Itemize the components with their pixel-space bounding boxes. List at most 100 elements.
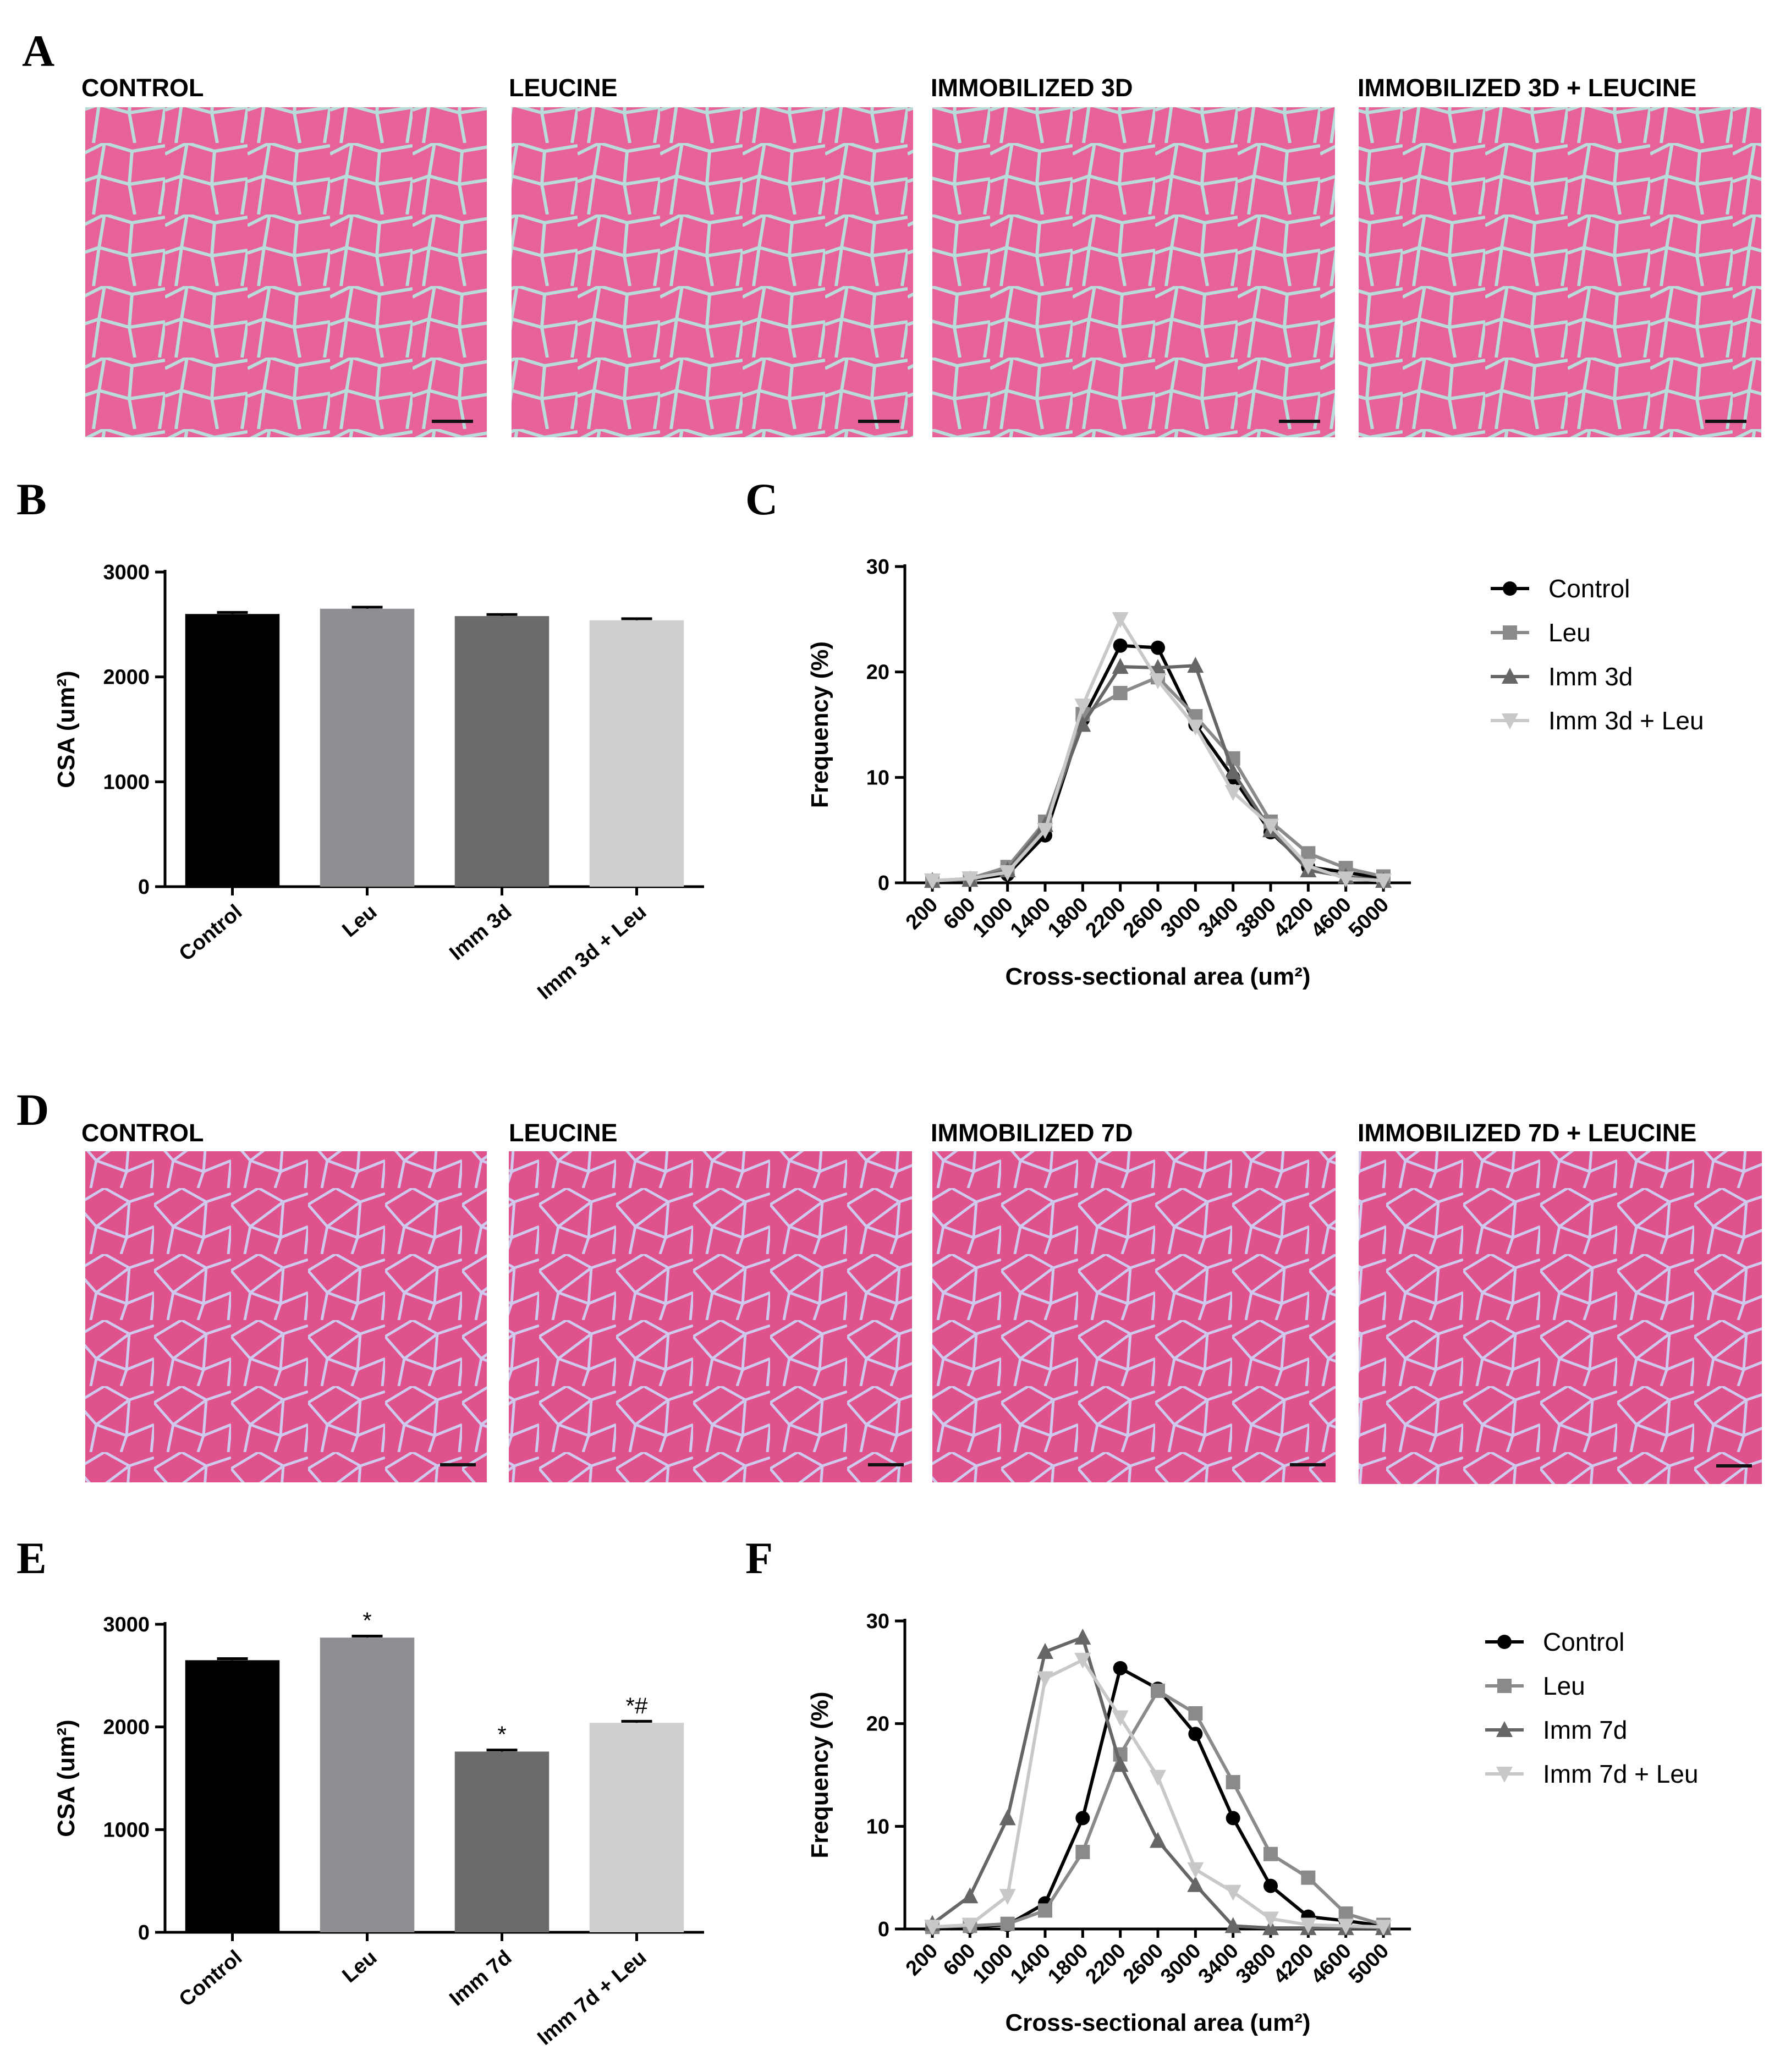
chart-c-point-imm-3d-leu [1375, 873, 1392, 890]
chart-c-x-tick-label: 3400 [1194, 893, 1243, 942]
chart-c-x-tick-label: 1800 [1043, 893, 1092, 942]
chart-e-significance-label: * [497, 1722, 506, 1747]
chart-c-point-imm-3d-leu [1187, 719, 1204, 736]
chart-e-bar [589, 1723, 684, 1932]
chart-f-point-imm-7d-leu [1037, 1671, 1053, 1688]
chart-f-point-imm-7d [1187, 1876, 1204, 1892]
chart-b-bar [185, 614, 280, 887]
chart-f-x-tick-label: 4200 [1269, 1939, 1318, 1988]
chart-c-legend-marker-leu [1503, 625, 1517, 640]
chart-e-y-tick-label: 2000 [103, 1716, 150, 1739]
chart-f-legend-label: Control [1543, 1628, 1624, 1656]
chart-b-y-tick-label: 1000 [103, 771, 150, 794]
chart-c-point-imm-3d [1074, 716, 1091, 732]
chart-c-point-imm-3d [1224, 763, 1241, 779]
micrograph-title-leucine-7d: LEUCINE [509, 1119, 618, 1147]
chart-f-point-imm-7d-leu [924, 1920, 941, 1936]
chart-c-point-imm-3d-leu [999, 865, 1016, 881]
micrograph-title-leucine-3d: LEUCINE [509, 74, 618, 102]
chart-c-point-imm-3d-leu [1112, 612, 1129, 628]
chart-f-point-control [1226, 1811, 1240, 1826]
chart-f-point-leu [1226, 1775, 1240, 1790]
chart-c-legend-label: Leu [1548, 618, 1591, 647]
chart-f-point-control [1113, 1661, 1128, 1675]
chart-f-point-imm-7d-leu [1112, 1710, 1129, 1727]
chart-c-legend-label: Control [1548, 574, 1630, 603]
micrograph-title-immobilized-7d-leucine: IMMOBILIZED 7D + LEUCINE [1358, 1119, 1696, 1147]
chart-e-y-tick-label: 3000 [103, 1613, 150, 1636]
chart-f-point-control [1188, 1727, 1203, 1741]
chart-c-y-axis-title: Frequency (%) [806, 641, 833, 808]
chart-c-point-imm-3d-leu [1150, 673, 1166, 689]
chart-f-point-imm-7d-leu [1187, 1862, 1204, 1878]
chart-e-significance-label: * [362, 1607, 371, 1633]
chart-c-series-line-imm-3d-leu [932, 615, 1384, 883]
chart-c-point-leu [1301, 846, 1316, 861]
chart-f-point-leu [1000, 1916, 1015, 1931]
chart-c-x-tick-label: 1000 [969, 893, 1018, 942]
chart-f-legend-marker-imm-7d-leu [1496, 1767, 1513, 1783]
chart-c-point-imm-3d-leu [962, 871, 979, 888]
chart-c-point-imm-3d-leu [1074, 699, 1091, 715]
chart-c-y-tick-label: 10 [866, 766, 889, 789]
chart-c-point-control [1151, 640, 1165, 655]
chart-f-x-tick-label: 2200 [1081, 1939, 1130, 1988]
chart-c-point-imm-3d [1112, 658, 1129, 674]
panel-label-c: C [745, 474, 778, 524]
chart-b-x-tick-label: Leu [338, 900, 382, 942]
chart-f-point-imm-7d [1224, 1917, 1241, 1933]
micrograph-title-immobilized-7d: IMMOBILIZED 7D [931, 1119, 1133, 1147]
chart-f-point-leu [1338, 1906, 1353, 1921]
chart-f-y-axis-title: Frequency (%) [806, 1691, 833, 1858]
micrograph-immobilized-3d-leucine [1359, 107, 1761, 437]
chart-f-point-imm-7d-leu [1262, 1911, 1279, 1928]
chart-e-y-axis-title: CSA (um²) [53, 1719, 80, 1837]
micrograph-immobilized-7d-leucine [1359, 1151, 1762, 1484]
chart-b-bar [320, 608, 415, 887]
chart-c-point-imm-3d-leu [1037, 823, 1053, 839]
micrograph-title-control-7d: CONTROL [81, 1119, 204, 1147]
micrograph-title-immobilized-3d: IMMOBILIZED 3D [931, 74, 1133, 102]
micrograph-control-7d [85, 1151, 487, 1482]
chart-f-point-imm-7d-leu [1150, 1769, 1166, 1786]
chart-b-y-tick-label: 3000 [103, 561, 150, 584]
panel-label-b: B [17, 474, 47, 524]
chart-c-point-leu [1113, 686, 1128, 700]
chart-b-y-axis-title: CSA (um²) [53, 670, 80, 788]
chart-f-legend-marker-imm-7d [1496, 1721, 1513, 1737]
chart-e-significance-label: *# [626, 1692, 648, 1718]
panel-label-e: E [17, 1533, 47, 1583]
chart-f-x-tick-label: 1800 [1043, 1939, 1092, 1988]
chart-f-point-imm-7d [1074, 1628, 1091, 1645]
chart-f-point-imm-7d-leu [1375, 1920, 1392, 1936]
chart-f-point-imm-7d-leu [962, 1917, 979, 1934]
chart-c-x-tick-label: 4600 [1307, 893, 1356, 942]
micrograph-immobilized-3d [932, 107, 1335, 437]
micrograph-immobilized-7d [932, 1151, 1336, 1482]
chart-f-point-imm-7d [1150, 1832, 1166, 1848]
micrograph-title-immobilized-3d-leucine: IMMOBILIZED 3D + LEUCINE [1358, 74, 1696, 102]
chart-c-x-tick-label: 3800 [1232, 893, 1281, 942]
chart-c-x-tick-label: 2200 [1081, 893, 1130, 942]
chart-f-legend-label: Imm 7d + Leu [1543, 1760, 1699, 1788]
chart-c-y-tick-label: 30 [866, 556, 889, 579]
chart-f-x-tick-label: 4600 [1307, 1939, 1356, 1988]
chart-f-point-leu [1075, 1845, 1090, 1859]
micrograph-control-3d [85, 107, 487, 437]
chart-e-y-tick-label: 0 [138, 1921, 150, 1944]
chart-f-point-imm-7d [999, 1809, 1016, 1826]
chart-e-bar [185, 1660, 280, 1932]
chart-f-point-imm-7d-leu [999, 1889, 1016, 1905]
chart-b-bar [589, 620, 684, 887]
chart-c-legend-label: Imm 3d + Leu [1548, 706, 1704, 735]
chart-c-point-imm-3d-leu [1300, 859, 1317, 875]
chart-f-x-tick-label: 3400 [1194, 1939, 1243, 1988]
chart-c-y-tick-label: 20 [866, 661, 889, 684]
chart-b-bar [454, 616, 550, 887]
chart-f-legend-label: Imm 7d [1543, 1716, 1627, 1744]
panel-label-a: A [22, 26, 54, 76]
chart-c-point-imm-3d-leu [924, 873, 941, 890]
chart-f-legend-label: Leu [1543, 1672, 1585, 1700]
chart-c-x-tick-label: 5000 [1344, 893, 1393, 942]
chart-c-series-line-imm-3d [932, 664, 1384, 883]
